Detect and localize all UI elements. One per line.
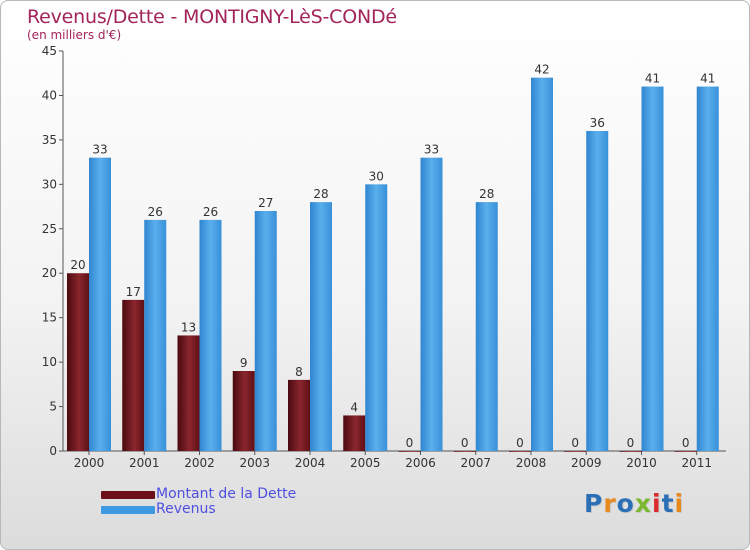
x-tick-label: 2003 <box>239 456 270 470</box>
legend-swatch-dette <box>101 491 155 499</box>
chart-title: Revenus/Dette - MONTIGNY-LèS-CONDé <box>27 6 397 28</box>
data-label-dette: 0 <box>406 436 414 450</box>
x-tick-label: 2006 <box>405 456 436 470</box>
bars <box>67 77 719 452</box>
legend-label-dette: Montant de la Dette <box>156 486 297 502</box>
data-label-dette: 13 <box>181 320 196 334</box>
x-tick-label: 2010 <box>626 456 657 470</box>
y-tick-label: 25 <box>42 222 57 236</box>
data-label-revenus: 28 <box>479 187 494 201</box>
bar-dette <box>177 335 200 451</box>
y-tick-label: 35 <box>42 133 57 147</box>
x-tick-label: 2001 <box>129 456 160 470</box>
y-tick-label: 5 <box>49 400 57 414</box>
bar-dette <box>509 451 531 452</box>
logo-letter: t <box>661 489 675 518</box>
proxiti-logo: Proxiti <box>584 489 684 518</box>
bar-revenus <box>365 184 388 452</box>
x-tick-label: 2002 <box>184 456 215 470</box>
bar-dette <box>67 273 89 451</box>
data-label-dette: 4 <box>350 400 358 414</box>
data-label-revenus: 26 <box>203 205 218 219</box>
logo-letter: o <box>616 489 635 518</box>
x-tick-label: 2005 <box>350 456 381 470</box>
data-label-dette: 9 <box>240 356 248 370</box>
data-label-revenus: 36 <box>590 116 605 130</box>
legend-swatch-revenus <box>101 506 155 514</box>
y-tick-label: 45 <box>42 44 57 58</box>
data-label-revenus: 41 <box>700 72 715 86</box>
bar-revenus <box>144 219 167 451</box>
data-label-revenus: 27 <box>258 196 273 210</box>
bar-revenus <box>641 86 664 452</box>
data-label-dette: 8 <box>295 365 303 379</box>
logo-letter: r <box>603 489 617 518</box>
logo-letter: x <box>634 489 652 518</box>
bar-revenus <box>696 86 719 452</box>
y-tick-label: 0 <box>49 444 57 458</box>
x-tick-label: 2011 <box>681 456 712 470</box>
legend-label-revenus: Revenus <box>156 501 216 517</box>
bar-dette <box>564 451 587 452</box>
bar-dette <box>122 299 145 451</box>
bar-revenus <box>310 202 332 451</box>
bar-revenus <box>254 211 277 451</box>
bar-revenus <box>89 157 111 451</box>
data-label-dette: 0 <box>516 436 524 450</box>
bar-dette <box>343 415 366 451</box>
data-label-revenus: 41 <box>645 72 660 86</box>
bar-revenus <box>475 202 498 451</box>
data-label-dette: 0 <box>627 436 635 450</box>
data-label-revenus: 42 <box>534 63 549 77</box>
bar-revenus <box>420 157 443 451</box>
chart-subtitle: (en milliers d'€) <box>27 28 122 42</box>
data-labels: 20 33 17 26 13 26 9 27 8 28 4 30 0 33 0 28 0 42 0 36 0 41 0 41 <box>70 63 715 450</box>
bar-dette <box>674 451 697 452</box>
data-label-dette: 0 <box>571 436 579 450</box>
y-tick-label: 10 <box>42 355 57 369</box>
bar-dette <box>232 371 255 451</box>
bar-revenus <box>199 219 222 451</box>
y-tick-label: 30 <box>42 177 57 191</box>
data-label-revenus: 26 <box>148 205 163 219</box>
x-tick-label: 2000 <box>74 456 105 470</box>
y-tick-label: 15 <box>42 311 57 325</box>
data-label-dette: 17 <box>126 285 141 299</box>
x-tick-label: 2008 <box>516 456 547 470</box>
y-tick-label: 40 <box>42 88 57 102</box>
x-tick-label: 2004 <box>295 456 326 470</box>
x-tick-label: 2007 <box>460 456 491 470</box>
logo-letter: i <box>652 489 662 518</box>
logo-letter: P <box>584 489 604 518</box>
data-label-revenus: 33 <box>92 143 107 157</box>
data-label-dette: 0 <box>461 436 469 450</box>
x-tick-label: 2009 <box>571 456 602 470</box>
y-tick-label: 20 <box>42 266 57 280</box>
data-label-dette: 0 <box>682 436 690 450</box>
data-label-revenus: 28 <box>313 187 328 201</box>
logo-letter: i <box>674 489 685 518</box>
data-label-revenus: 30 <box>369 169 384 183</box>
bar-revenus <box>586 131 609 451</box>
bar-dette <box>288 379 310 451</box>
bar-dette <box>453 451 476 452</box>
bar-dette <box>398 451 421 452</box>
data-label-revenus: 33 <box>424 143 439 157</box>
bar-revenus <box>531 77 553 452</box>
data-label-dette: 20 <box>70 258 85 272</box>
bar-dette <box>619 451 642 452</box>
